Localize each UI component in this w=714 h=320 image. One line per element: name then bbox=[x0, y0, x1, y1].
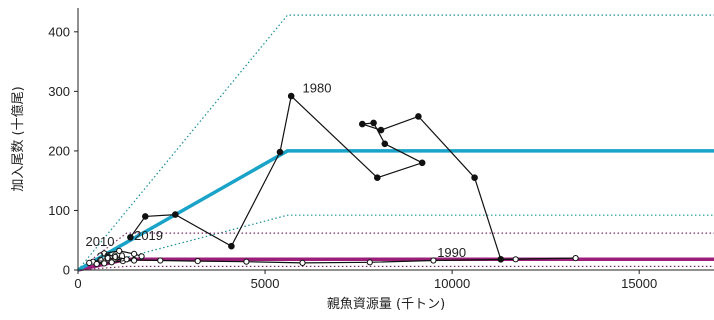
year-annotation: 2019 bbox=[134, 228, 163, 243]
plot-area: 1980 1990 2010 2019 2000 bbox=[77, 14, 714, 272]
x-tick-label: 10000 bbox=[434, 276, 470, 291]
observed-point bbox=[172, 211, 179, 218]
y-tick-label: 0 bbox=[63, 263, 70, 278]
observed-point bbox=[377, 126, 385, 134]
year-annotation: 1990 bbox=[437, 245, 466, 260]
x-tick-label: 15000 bbox=[621, 276, 657, 291]
x-tick-label: 0 bbox=[74, 276, 81, 291]
hockey-stick-fit-line bbox=[77, 149, 714, 272]
observed-point bbox=[101, 260, 108, 267]
low-regime-upper-band-line bbox=[77, 232, 714, 271]
observed-point bbox=[108, 259, 115, 266]
observed-point bbox=[430, 257, 437, 264]
observed-point bbox=[287, 92, 295, 100]
observed-point bbox=[104, 255, 112, 262]
y-tick-label: 300 bbox=[48, 84, 70, 99]
observed-point bbox=[276, 148, 284, 156]
hockey-stick-lower-band-line bbox=[77, 214, 714, 271]
observed-point bbox=[93, 260, 100, 268]
y-tick-label: 100 bbox=[48, 203, 70, 218]
year-annotation: 1980 bbox=[303, 81, 332, 96]
observed-point bbox=[415, 113, 422, 120]
observed-point bbox=[299, 259, 306, 266]
observed-point bbox=[97, 256, 104, 263]
observed-point bbox=[123, 256, 130, 263]
year-annotation: 2000 bbox=[97, 250, 126, 265]
observed-point bbox=[116, 247, 123, 254]
observed-point bbox=[127, 234, 134, 241]
observed-point bbox=[512, 256, 519, 263]
x-axis-title: 親魚資源量 (千トン) bbox=[327, 297, 445, 312]
y-tick-label: 200 bbox=[48, 143, 70, 158]
observed-point bbox=[572, 255, 579, 262]
year-annotation: 2010 bbox=[86, 234, 115, 249]
observed-point bbox=[86, 259, 93, 266]
observed-point bbox=[131, 250, 138, 257]
observed-point bbox=[471, 174, 478, 181]
observed-point bbox=[194, 258, 201, 265]
x-tick-label: 5000 bbox=[251, 276, 280, 291]
y-tick-label: 400 bbox=[48, 24, 70, 39]
low-regime-lower-band-line bbox=[77, 265, 714, 271]
observed-point bbox=[228, 242, 235, 250]
axes: 0 5000 10000 15000 0 100 200 300 400 bbox=[48, 8, 714, 291]
observed-point bbox=[131, 257, 138, 264]
observed-point bbox=[157, 257, 164, 264]
observed-point bbox=[381, 140, 389, 148]
observed-point bbox=[112, 253, 119, 260]
observed-point bbox=[497, 256, 505, 263]
y-axis-title: 加入尾数 (十億尾) bbox=[10, 86, 26, 191]
observed-point bbox=[374, 174, 381, 181]
observed-point bbox=[101, 250, 108, 257]
observed-point bbox=[142, 213, 149, 220]
observed-point bbox=[418, 159, 426, 167]
observed-point bbox=[366, 259, 373, 266]
observed-point bbox=[370, 119, 377, 127]
observed-point bbox=[243, 258, 250, 265]
observed-point bbox=[359, 120, 366, 128]
observed-point bbox=[138, 253, 145, 260]
hockey-stick-upper-band-line bbox=[77, 14, 714, 271]
